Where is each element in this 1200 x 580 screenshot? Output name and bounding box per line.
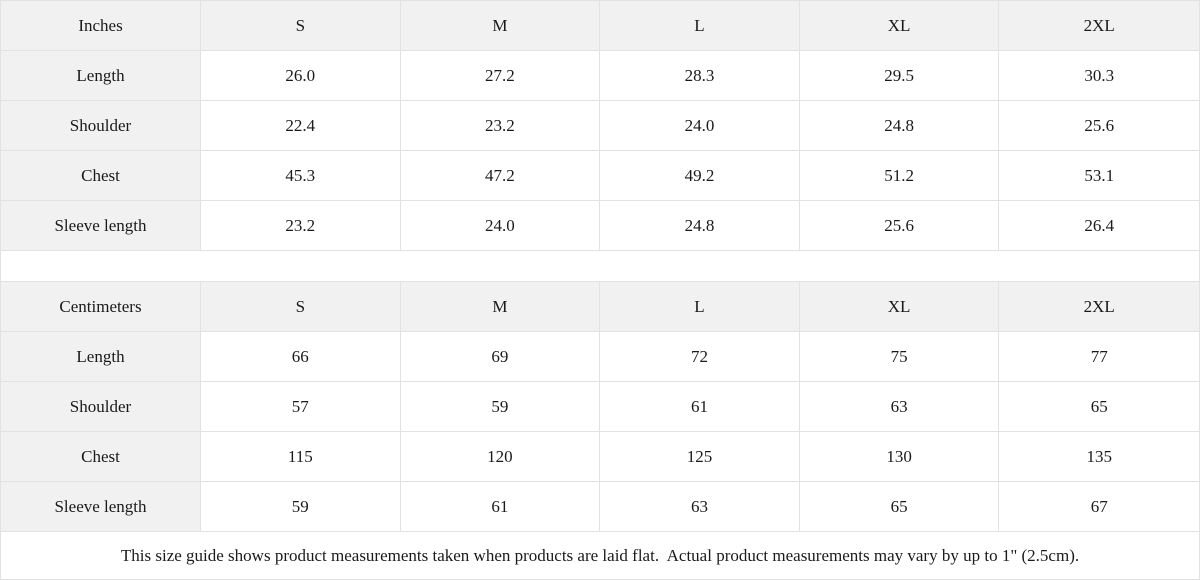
row-label-shoulder: Shoulder xyxy=(1,382,201,432)
table-cell: 77 xyxy=(999,332,1199,382)
table-cell: 23.2 xyxy=(400,101,601,151)
table-cell: 24.0 xyxy=(600,101,800,151)
table-cell: 125 xyxy=(600,432,800,482)
table-cell: 28.3 xyxy=(600,51,800,101)
table-cell: 27.2 xyxy=(400,51,601,101)
column-header-m: M xyxy=(400,1,601,51)
column-header-2xl: 2XL xyxy=(999,282,1199,332)
column-header-xl: XL xyxy=(799,282,1000,332)
table-cell: 47.2 xyxy=(400,151,601,201)
table-cell: 61 xyxy=(400,482,601,532)
row-label-length: Length xyxy=(1,51,201,101)
table-cell: 49.2 xyxy=(600,151,800,201)
table-cell: 130 xyxy=(799,432,1000,482)
table-cell: 30.3 xyxy=(999,51,1199,101)
table-cell: 135 xyxy=(999,432,1199,482)
table-cell: 115 xyxy=(201,432,401,482)
row-label-chest: Chest xyxy=(1,432,201,482)
table-cell: 57 xyxy=(201,382,401,432)
table-cell: 63 xyxy=(799,382,1000,432)
column-header-s: S xyxy=(201,282,401,332)
row-label-sleeve-length: Sleeve length xyxy=(1,482,201,532)
row-label-shoulder: Shoulder xyxy=(1,101,201,151)
unit-header-inches: Inches xyxy=(1,1,201,51)
table-cell: 66 xyxy=(201,332,401,382)
inches-table: Inches S M L XL 2XL Length 26.0 27.2 28.… xyxy=(1,1,1199,251)
row-label-chest: Chest xyxy=(1,151,201,201)
table-cell: 23.2 xyxy=(201,201,401,251)
size-guide-note: This size guide shows product measuremen… xyxy=(1,532,1199,579)
table-cell: 26.4 xyxy=(999,201,1199,251)
table-cell: 51.2 xyxy=(799,151,1000,201)
table-cell: 65 xyxy=(999,382,1199,432)
column-header-s: S xyxy=(201,1,401,51)
table-cell: 72 xyxy=(600,332,800,382)
table-cell: 22.4 xyxy=(201,101,401,151)
table-cell: 65 xyxy=(799,482,1000,532)
table-cell: 63 xyxy=(600,482,800,532)
table-cell: 59 xyxy=(201,482,401,532)
table-cell: 45.3 xyxy=(201,151,401,201)
row-label-sleeve-length: Sleeve length xyxy=(1,201,201,251)
unit-header-centimeters: Centimeters xyxy=(1,282,201,332)
table-spacer xyxy=(1,251,1199,282)
table-cell: 67 xyxy=(999,482,1199,532)
centimeters-table: Centimeters S M L XL 2XL Length 66 69 72… xyxy=(1,282,1199,532)
table-cell: 75 xyxy=(799,332,1000,382)
table-cell: 120 xyxy=(400,432,601,482)
table-cell: 53.1 xyxy=(999,151,1199,201)
table-cell: 24.8 xyxy=(799,101,1000,151)
column-header-xl: XL xyxy=(799,1,1000,51)
column-header-l: L xyxy=(600,1,800,51)
table-cell: 26.0 xyxy=(201,51,401,101)
table-cell: 61 xyxy=(600,382,800,432)
column-header-m: M xyxy=(400,282,601,332)
table-cell: 25.6 xyxy=(799,201,1000,251)
table-cell: 69 xyxy=(400,332,601,382)
table-cell: 24.8 xyxy=(600,201,800,251)
table-cell: 24.0 xyxy=(400,201,601,251)
column-header-l: L xyxy=(600,282,800,332)
table-cell: 29.5 xyxy=(799,51,1000,101)
table-cell: 59 xyxy=(400,382,601,432)
table-cell: 25.6 xyxy=(999,101,1199,151)
row-label-length: Length xyxy=(1,332,201,382)
column-header-2xl: 2XL xyxy=(999,1,1199,51)
